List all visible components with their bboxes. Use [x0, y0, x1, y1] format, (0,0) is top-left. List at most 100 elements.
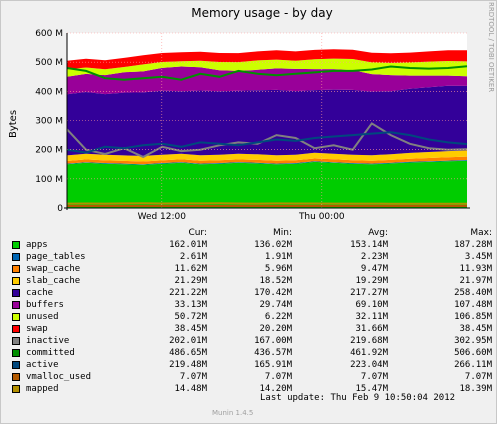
legend-max-value: 3.45M [464, 252, 492, 262]
y-tick-label: 100 M [35, 175, 63, 185]
line-layers [66, 65, 468, 207]
legend-series-name: vmalloc_used [26, 372, 92, 382]
header-cur: Cur: [188, 228, 207, 238]
legend-swatch [12, 253, 20, 261]
x-tick-labels: Wed 12:00 Thu 00:00 [138, 212, 345, 222]
legend-cur-value: 50.72M [174, 312, 207, 322]
legend-row-cache: cache 221.22M 170.42M 217.27M 258.40M [12, 287, 492, 299]
legend-avg-value: 31.66M [355, 324, 388, 334]
legend-table: Cur: Min: Avg: Max: apps 162.01M 136.02M 15… [12, 227, 492, 395]
legend-min-value: 7.07M [264, 372, 292, 382]
legend-min-value: 136.02M [254, 240, 292, 250]
y-tick-label: 600 M [35, 29, 63, 39]
legend-min-value: 20.20M [259, 324, 292, 334]
legend-cur-value: 162.01M [169, 240, 207, 250]
legend-max-value: 21.97M [459, 276, 492, 286]
x-tick-label: Thu 00:00 [298, 212, 345, 222]
legend-swatch [12, 265, 20, 273]
legend-avg-value: 219.68M [350, 336, 388, 346]
legend-row-mapped: mapped 14.48M 14.20M 15.47M 18.39M [12, 383, 492, 395]
legend-max-value: 302.95M [454, 336, 492, 346]
legend-series-name: unused [26, 312, 59, 322]
line-active [66, 131, 468, 154]
legend-row-active: active 219.48M 165.91M 223.04M 266.11M [12, 359, 492, 371]
legend-cur-value: 202.01M [169, 336, 207, 346]
legend-series-name: buffers [26, 300, 64, 310]
legend-avg-value: 19.29M [355, 276, 388, 286]
legend-swatch [12, 241, 20, 249]
legend-max-value: 106.85M [454, 312, 492, 322]
legend-series-name: active [26, 360, 59, 370]
legend-avg-value: 15.47M [355, 384, 388, 394]
legend-series-name: cache [26, 288, 54, 298]
legend-series-name: slab_cache [26, 276, 81, 286]
legend-series-name: swap_cache [26, 264, 81, 274]
legend-min-value: 18.52M [259, 276, 292, 286]
legend-min-value: 29.74M [259, 300, 292, 310]
y-tick-label: 400 M [35, 87, 63, 97]
area-swap [67, 49, 467, 70]
legend-cur-value: 486.65M [169, 348, 207, 358]
legend-avg-value: 69.10M [355, 300, 388, 310]
legend-series-name: page_tables [26, 252, 86, 262]
legend-max-value: 506.60M [454, 348, 492, 358]
area-buffers [67, 66, 467, 95]
legend-header-row: Cur: Min: Avg: Max: [12, 227, 492, 239]
x-tick-label: Wed 12:00 [138, 212, 187, 222]
legend-cur-value: 33.13M [174, 300, 207, 310]
legend-cur-value: 21.29M [174, 276, 207, 286]
legend-swatch [12, 373, 20, 381]
legend-row-swap: swap 38.45M 20.20M 31.66M 38.45M [12, 323, 492, 335]
legend-cur-value: 11.62M [174, 264, 207, 274]
last-update: Last update: Thu Feb 9 10:50:04 2012 [260, 393, 456, 403]
legend-swatch [12, 313, 20, 321]
header-max: Max: [470, 228, 492, 238]
chart-title: Memory usage - by day [191, 6, 332, 20]
legend-row-vmalloc-used: vmalloc_used 7.07M 7.07M 7.07M 7.07M [12, 371, 492, 383]
legend-min-value: 1.91M [264, 252, 292, 262]
legend-swatch [12, 289, 20, 297]
area-layers [67, 49, 467, 208]
y-tick-labels: 0 100 M 200 M 300 M 400 M 500 M 600 M [35, 29, 63, 214]
legend-avg-value: 2.23M [360, 252, 388, 262]
area-apps [67, 160, 467, 208]
grid-lines [67, 32, 467, 208]
legend-row-page-tables: page_tables 2.61M 1.91M 2.23M 3.45M [12, 251, 492, 263]
legend-swatch [12, 325, 20, 333]
legend-row-unused: unused 50.72M 6.22M 32.11M 106.85M [12, 311, 492, 323]
legend-cur-value: 221.22M [169, 288, 207, 298]
legend-series-name: mapped [26, 384, 59, 394]
legend-avg-value: 217.27M [350, 288, 388, 298]
legend-series-name: inactive [26, 336, 70, 346]
line-mapped [66, 202, 467, 205]
area-slab-cache [67, 150, 467, 162]
legend-min-value: 14.20M [259, 384, 292, 394]
legend-avg-value: 32.11M [355, 312, 388, 322]
y-tick-label: 300 M [35, 117, 63, 127]
legend-row-swap-cache: swap_cache 11.62M 5.96M 9.47M 11.93M [12, 263, 492, 275]
legend-swatch [12, 361, 20, 369]
legend-swatch [12, 349, 20, 357]
legend-avg-value: 223.04M [350, 360, 388, 370]
legend-cur-value: 38.45M [174, 324, 207, 334]
legend-min-value: 6.22M [264, 312, 292, 322]
area-unused [67, 58, 467, 77]
legend-avg-value: 461.92M [350, 348, 388, 358]
legend-row-inactive: inactive 202.01M 167.00M 219.68M 302.95M [12, 335, 492, 347]
legend-min-value: 5.96M [264, 264, 292, 274]
header-avg: Avg: [368, 228, 388, 238]
legend-cur-value: 2.61M [179, 252, 207, 262]
area-swap-cache [67, 156, 467, 165]
legend-row-apps: apps 162.01M 136.02M 153.14M 187.28M [12, 239, 492, 251]
area-cache [67, 85, 467, 156]
legend-rows: apps 162.01M 136.02M 153.14M 187.28M page_tab… [12, 239, 492, 395]
legend-series-name: swap [26, 324, 48, 334]
legend-avg-value: 7.07M [360, 372, 388, 382]
legend-cur-value: 219.48M [169, 360, 207, 370]
legend-max-value: 11.93M [459, 264, 492, 274]
legend-swatch [12, 301, 20, 309]
legend-avg-value: 153.14M [350, 240, 388, 250]
legend-avg-value: 9.47M [360, 264, 388, 274]
memory-chart: Memory usage - by day Bytes 0 100 M 200 M 3… [8, 6, 470, 222]
legend-row-committed: committed 486.65M 436.57M 461.92M 506.60M [12, 347, 492, 359]
